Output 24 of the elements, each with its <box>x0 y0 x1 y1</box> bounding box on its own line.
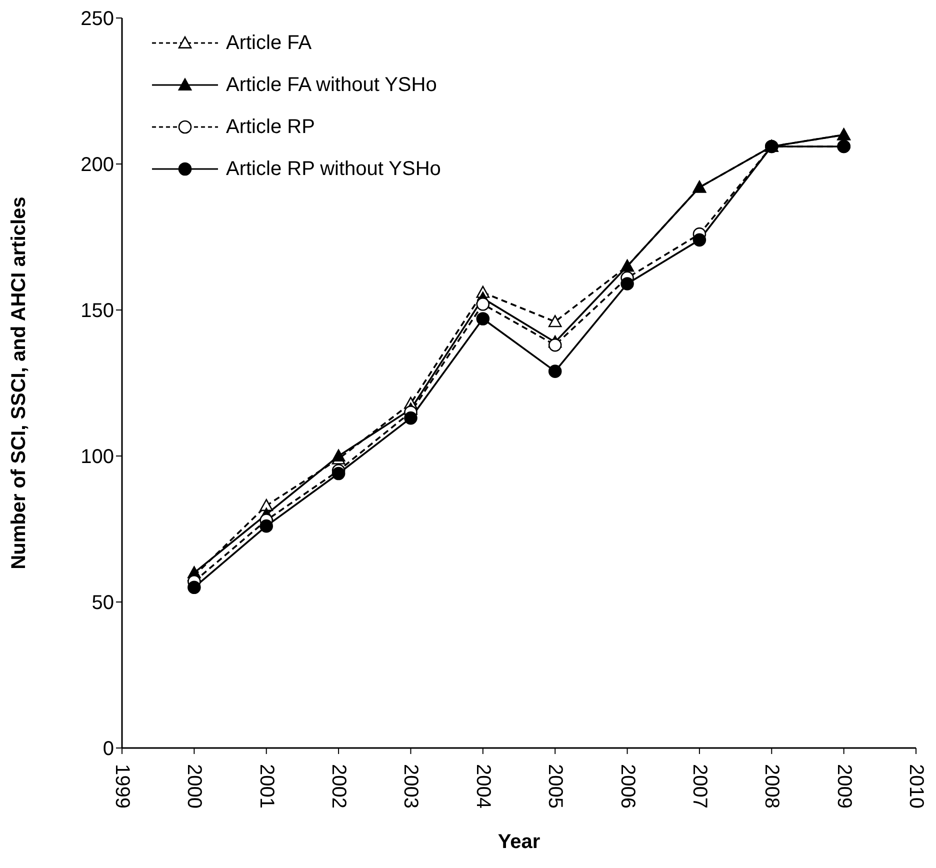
y-tick-label: 200 <box>80 154 114 176</box>
x-tick-label: 2000 <box>183 764 206 808</box>
x-tick-label: 2004 <box>472 764 494 808</box>
y-axis-title: Number of SCI, SSCI, and AHCI articles <box>8 196 30 570</box>
x-tick-label: 2002 <box>328 764 350 808</box>
x-tick-label: 2005 <box>544 764 566 808</box>
y-tick-label: 0 <box>102 738 114 760</box>
x-axis-title: Year <box>498 831 540 853</box>
legend-label: Article FA without YSHo <box>226 74 437 96</box>
y-tick-label: 250 <box>80 8 114 30</box>
x-tick-label: 2010 <box>905 764 927 808</box>
x-tick-label: 2006 <box>616 764 638 808</box>
y-tick-label: 100 <box>80 446 114 468</box>
legend-label: Article RP <box>226 116 315 138</box>
x-tick-label: 2009 <box>832 764 855 808</box>
y-tick-label: 50 <box>92 592 114 614</box>
x-tick-label: 2003 <box>400 764 422 808</box>
legend-label: Article FA <box>226 32 312 54</box>
x-tick-label: 1999 <box>111 764 133 808</box>
x-tick-label: 2008 <box>760 764 783 808</box>
x-tick-label: 2007 <box>688 764 710 808</box>
legend-label: Article RP without YSHo <box>226 158 441 180</box>
y-tick-label: 150 <box>80 300 114 322</box>
x-tick-label: 2001 <box>255 764 278 808</box>
